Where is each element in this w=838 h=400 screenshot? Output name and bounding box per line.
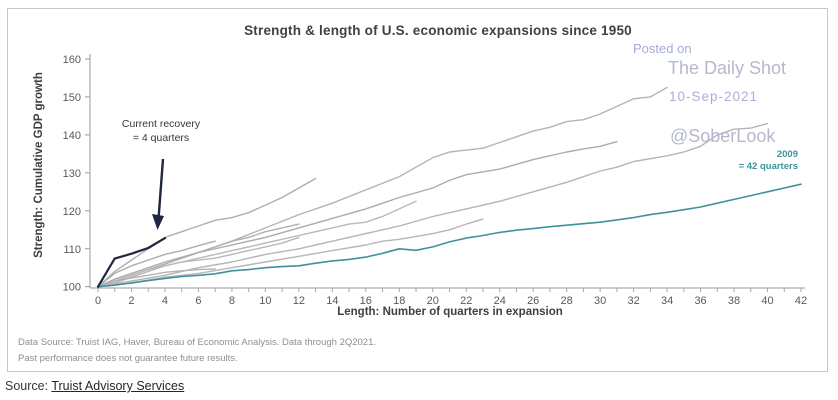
x-tick-label: 42	[795, 295, 807, 307]
x-tick-label: 30	[594, 295, 606, 307]
source-prefix: Source:	[5, 379, 49, 393]
y-tick-label: 140	[63, 130, 81, 142]
x-axis-title: Length: Number of quarters in expansion	[337, 306, 563, 318]
teal-series-label-quarters: = 42 quarters	[738, 161, 798, 172]
x-tick-label: 14	[326, 295, 338, 307]
series-expansion-10-23-quarters-	[97, 218, 484, 288]
source-line: Source: Truist Advisory Services	[5, 379, 184, 393]
x-tick-label: 0	[95, 295, 101, 307]
footnote-disclaimer: Past performance does not guarantee futu…	[18, 353, 238, 364]
series-2009-expansion-42-quarters-	[97, 183, 802, 288]
x-tick-label: 2	[128, 295, 134, 307]
y-tick-label: 150	[63, 92, 81, 104]
x-tick-label: 20	[427, 295, 439, 307]
x-tick-label: 12	[293, 295, 305, 307]
x-tick-label: 6	[195, 295, 201, 307]
annotation-arrow	[157, 158, 165, 220]
watermark-posted-on: Posted on	[633, 41, 692, 56]
teal-series-label-year: 2009	[776, 149, 798, 160]
watermark-date: 10-Sep-2021	[669, 89, 759, 104]
chart-card: 100 110 120 130 140 150 160 0 2 4 6 8 10 12 14 16 18 20 22…	[7, 8, 828, 372]
series-expansion-8-31-quarters-	[97, 140, 618, 288]
x-tick-label: 40	[761, 295, 773, 307]
series-current-recovery-4-quarters-	[96, 237, 167, 288]
y-axis-title: Strength: Cumulative GDP growth	[33, 72, 45, 258]
series-expansion-3-7-quarters-	[97, 240, 216, 288]
x-tick-label: 32	[627, 295, 639, 307]
y-tick-label: 110	[63, 244, 81, 256]
source-link[interactable]: Truist Advisory Services	[51, 379, 185, 393]
series-expansion-7-7-quarters-	[97, 268, 216, 288]
teal-series-label: 2009 = 42 quarters	[688, 149, 798, 173]
annotation-arrow-head	[152, 214, 164, 230]
current-recovery-line2: = 4 quarters	[132, 132, 190, 144]
series-expansion-1-13-quarters-	[97, 177, 317, 288]
y-tick-label: 130	[63, 168, 81, 180]
x-tick-label: 38	[728, 295, 740, 307]
x-tick-label: 10	[259, 295, 271, 307]
series-expansion-4-34-quarters-	[97, 86, 668, 288]
current-recovery-annotation: Current recovery = 4 quarters	[95, 117, 227, 145]
y-tick-label: 120	[63, 206, 81, 218]
series-expansion-6-19-quarters-	[97, 200, 417, 288]
x-tick-label: 24	[494, 295, 506, 307]
footnote-data-source: Data Source: Truist IAG, Haver, Bureau o…	[18, 337, 377, 348]
x-tick-label: 34	[661, 295, 673, 307]
series-expansion-9-40-quarters-	[97, 122, 769, 288]
series-expansion-2-12-quarters-	[97, 236, 300, 288]
y-tick-label: 160	[63, 54, 81, 66]
y-tick-label: 100	[63, 282, 81, 294]
x-tick-label: 16	[360, 295, 372, 307]
chart-title: Strength & length of U.S. economic expan…	[244, 23, 632, 38]
x-tick-label: 8	[229, 295, 235, 307]
x-tick-label: 36	[694, 295, 706, 307]
x-tick-label: 26	[527, 295, 539, 307]
x-tick-label: 28	[561, 295, 573, 307]
watermark-daily-shot: The Daily Shot	[668, 58, 787, 78]
watermark-soberlook: @SoberLook	[670, 126, 776, 146]
x-tick-label: 22	[460, 295, 472, 307]
current-recovery-line1: Current recovery	[121, 118, 201, 130]
x-tick-label: 18	[393, 295, 405, 307]
x-tick-label: 4	[162, 295, 168, 307]
